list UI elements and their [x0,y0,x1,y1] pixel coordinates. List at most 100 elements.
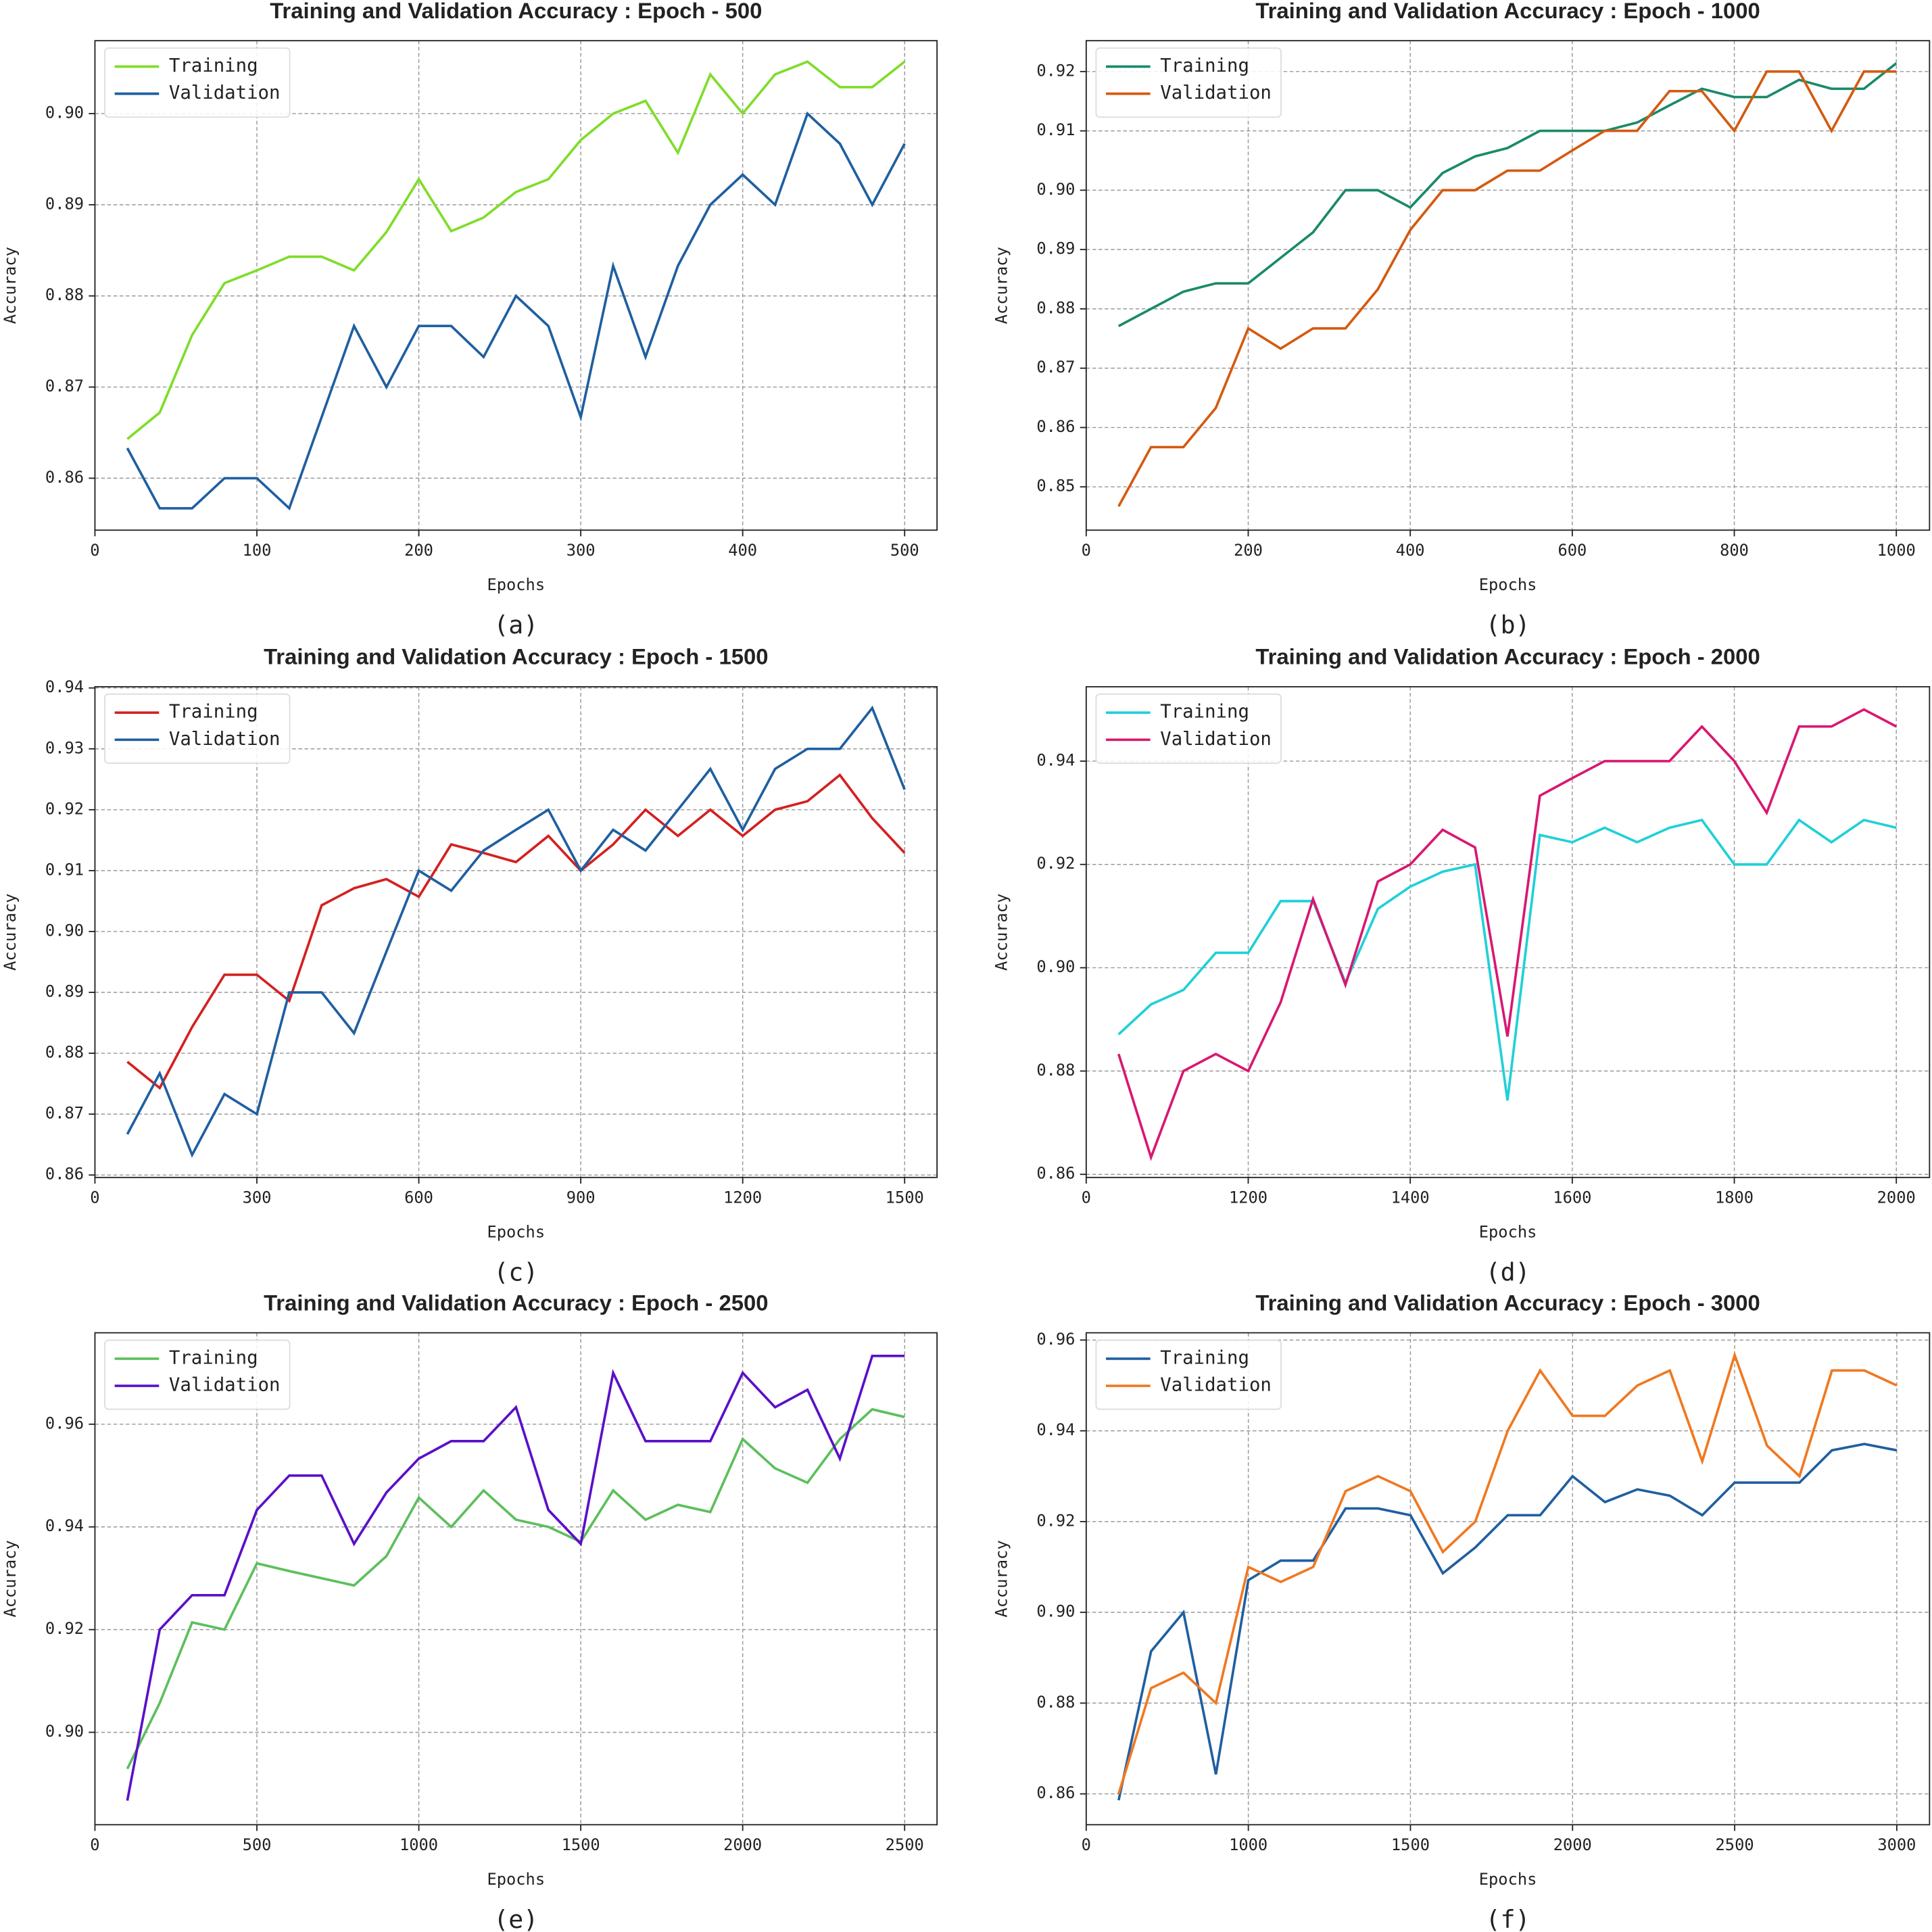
legend-label: Validation [169,1375,281,1396]
y-tick-label: 0.86 [45,468,84,487]
x-tick-label: 1600 [1553,1188,1591,1207]
data-line [126,111,906,511]
x-tick-label: 500 [243,1835,272,1854]
y-tick-label: 0.90 [45,921,84,940]
caption: (b) [1486,610,1530,639]
y-tick-label: 0.91 [1036,120,1075,139]
x-tick-label: 300 [566,541,596,560]
y-tick-label: 0.90 [45,1722,84,1741]
y-tick-label: 0.96 [45,1414,84,1432]
x-axis-label: Epochs [487,1222,545,1241]
x-tick-label: 0 [1082,1188,1091,1207]
y-tick-label: 0.87 [1036,358,1075,377]
y-tick-label: 0.94 [1036,750,1075,769]
x-tick-label: 0 [1082,1835,1091,1854]
data-line [1117,70,1897,508]
x-tick-label: 400 [1396,541,1425,560]
y-tick-label: 0.86 [1036,417,1075,436]
x-tick-label: 400 [728,541,757,560]
y-tick-label: 0.89 [1036,239,1075,258]
caption: (f) [1486,1905,1530,1932]
y-tick-label: 0.88 [45,1043,84,1062]
y-tick-label: 0.88 [1036,1693,1075,1712]
y-axis-label: Accuracy [992,894,1011,971]
x-axis-label: Epochs [1479,1222,1537,1241]
plot-frame [94,1332,938,1826]
y-tick-label: 0.92 [45,799,84,818]
y-tick-label: 0.91 [45,860,84,879]
y-tick-label: 0.90 [1036,180,1075,199]
data-line [1117,1351,1898,1795]
y-tick-label: 0.90 [45,103,84,122]
x-tick-label: 2500 [1716,1835,1754,1854]
chart-title: Training and Validation Accuracy : Epoch… [1255,644,1760,669]
data-line [126,705,906,1158]
y-axis-label: Accuracy [1,247,20,324]
legend-label: Training [1160,1347,1249,1368]
x-tick-label: 200 [1234,541,1263,560]
legend-label: Validation [1160,82,1272,103]
x-tick-label: 1500 [562,1835,600,1854]
y-tick-label: 0.92 [1036,1511,1075,1530]
y-tick-label: 0.87 [45,377,84,395]
y-axis-label: Accuracy [1,894,20,971]
legend-label: Validation [1160,1375,1272,1396]
x-tick-label: 900 [566,1188,596,1207]
y-tick-label: 0.88 [1036,1061,1075,1080]
data-line [126,1354,905,1801]
x-axis-label: Epochs [487,1870,545,1889]
data-line [1117,1443,1898,1801]
y-axis-label: Accuracy [992,1540,1011,1617]
x-tick-label: 200 [404,541,433,560]
y-axis-label: Accuracy [992,247,1011,324]
x-tick-label: 1000 [400,1835,438,1854]
y-tick-label: 0.94 [1036,1420,1075,1439]
plot-frame [94,685,938,1178]
x-tick-label: 0 [90,541,99,560]
y-axis-label: Accuracy [1,1540,20,1617]
x-tick-label: 1500 [886,1188,924,1207]
y-tick-label: 0.85 [1036,477,1075,496]
chart-title: Training and Validation Accuracy : Epoch… [1255,1290,1760,1315]
x-tick-label: 1800 [1715,1188,1754,1207]
data-line [1117,708,1898,1161]
x-tick-label: 300 [243,1188,272,1207]
plot-frame [1085,1332,1931,1826]
x-tick-label: 0 [90,1835,99,1854]
y-tick-label: 0.88 [45,285,84,304]
legend-label: Training [169,55,258,76]
x-axis-label: Epochs [487,575,545,594]
legend-label: Validation [169,729,281,750]
y-tick-label: 0.92 [1036,854,1075,873]
y-tick-label: 0.86 [45,1165,84,1184]
caption: (c) [493,1258,538,1287]
y-tick-label: 0.90 [1036,1602,1075,1621]
y-tick-label: 0.96 [1036,1330,1075,1349]
x-tick-label: 1000 [1877,541,1916,560]
x-tick-label: 2000 [1553,1835,1592,1854]
data-line [1117,818,1897,1101]
x-tick-label: 800 [1720,541,1749,560]
y-tick-label: 0.92 [1036,61,1075,80]
chart-title: Training and Validation Accuracy : Epoch… [270,0,762,23]
chart-title: Training and Validation Accuracy : Epoch… [264,1290,768,1315]
y-tick-label: 0.92 [45,1619,84,1638]
caption: (e) [493,1905,538,1932]
x-tick-label: 1000 [1229,1835,1267,1854]
x-tick-label: 600 [1557,541,1587,560]
legend-label: Training [1160,55,1249,76]
y-tick-label: 0.86 [1036,1783,1075,1802]
data-line [126,60,906,440]
legend-label: Training [169,702,258,723]
x-tick-label: 0 [1082,541,1091,560]
y-tick-label: 0.94 [45,677,84,696]
x-tick-label: 600 [404,1188,433,1207]
plot-frame [1085,40,1931,531]
y-tick-label: 0.89 [45,194,84,213]
legend-label: Training [1160,702,1249,723]
legend-label: Validation [169,82,281,103]
plot-frame [1085,685,1931,1178]
x-tick-label: 0 [90,1188,99,1207]
chart-title: Training and Validation Accuracy : Epoch… [1255,0,1760,23]
data-line [126,773,906,1090]
